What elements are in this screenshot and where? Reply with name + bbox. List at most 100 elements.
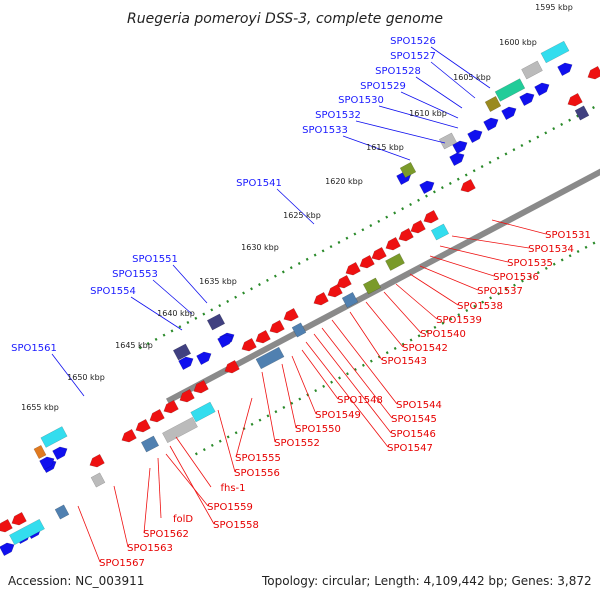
gene-features [0,40,600,557]
reverse-gene-label: SPO1552 [274,438,320,449]
forward-gene [52,446,68,461]
reverse-leader-line [113,485,129,548]
reverse-gene [385,236,401,251]
reverse-gene [345,261,361,276]
reverse-leader-line [365,301,404,348]
reverse-gene-label: SPO1539 [436,315,482,326]
kbp-label: 1620 kbp [325,177,363,186]
reverse-gene-label: SPO1556 [234,468,280,479]
reverse-gene [193,379,209,394]
kbp-label: 1630 kbp [241,243,279,252]
kbp-label: 1595 kbp [535,3,573,12]
forward-leader-line [172,264,208,304]
kbp-label: 1645 kbp [115,341,153,350]
cog-block [540,40,570,64]
reverse-gene-label: SPO1550 [295,424,341,435]
forward-gene [217,334,233,349]
reverse-leader-line [157,457,162,519]
reverse-leader-line [331,319,398,405]
reverse-gene [121,428,137,443]
cog-block [385,253,405,271]
forward-gene-labels: SPO1526 SPO1527 SPO1528 SPO1529 SPO1530 SPO15… [11,36,436,354]
reverse-gene-label: SPO1545 [391,414,437,425]
forward-leader-line [152,279,193,315]
cog-block [521,60,543,80]
map-title: Ruegeria pomeroyi DSS-3, complete genome [127,11,443,27]
reverse-gene-labels: SPO1531 SPO1534 SPO1535 SPO1536 SPO1537 SPO15… [99,230,591,569]
reverse-gene [89,453,105,468]
reverse-leader-line [301,349,339,400]
reverse-leader-line [261,371,276,443]
reverse-gene-label: SPO1538 [457,301,503,312]
reverse-gene-label: SPO1531 [545,230,591,241]
reverse-gene [135,418,151,433]
forward-gene [519,92,535,107]
forward-gene-label: SPO1529 [360,81,406,92]
forward-gene-label: SPO1532 [315,110,361,121]
forward-leader-line [276,188,315,225]
reverse-leader-line [439,245,509,263]
forward-gene [196,351,212,366]
reverse-gene-label: SPO1567 [99,558,145,569]
reverse-gene [224,359,240,374]
reverse-gene [423,209,439,224]
forward-gene [0,542,15,557]
reverse-gene [149,408,165,423]
forward-leader-line [430,61,476,99]
reverse-gene [163,399,179,414]
reverse-gene-label: SPO1542 [402,343,448,354]
cog-block [162,416,198,444]
kbp-tick-labels: 1595 kbp 1600 kbp 1605 kbp 1610 kbp 1615 kbp… [21,3,573,412]
forward-gene [178,356,194,371]
reverse-leader-line [429,255,495,277]
reverse-gene-label: SPO1555 [235,453,281,464]
reverse-gene-label: SPO1548 [337,395,383,406]
reverse-gene [410,219,426,234]
reverse-gene-label: SPO1562 [143,529,189,540]
cog-block [172,343,192,361]
kbp-label: 1635 kbp [199,277,237,286]
cog-block [341,291,359,309]
forward-leader-line [51,353,85,397]
cog-block [90,472,106,488]
forward-leader-line [430,46,491,89]
forward-gene-label: SPO1530 [338,95,384,106]
backbone-line [166,168,600,404]
reverse-gene [0,518,13,533]
reverse-leader-line [165,453,209,507]
forward-leader-line [415,76,463,109]
forward-leader-line [342,135,411,161]
cog-block [190,401,216,423]
reverse-gene-label: SPO1534 [528,244,574,255]
reverse-gene-label: SPO1546 [390,429,436,440]
reverse-leader-line [321,327,393,419]
forward-gene [557,62,573,77]
reverse-gene [283,307,299,322]
forward-gene-label: SPO1533 [302,125,348,136]
cog-block [438,132,458,150]
kbp-label: 1600 kbp [499,38,537,47]
reverse-leader-line [409,273,459,306]
reverse-leader-line [281,363,297,429]
cog-block [33,444,47,460]
reverse-leader-line [77,505,101,563]
forward-gene-label: SPO1528 [375,66,421,77]
kbp-label: 1615 kbp [366,143,404,152]
reverse-gene-label: SPO1563 [127,543,173,554]
forward-gene-label: SPO1561 [11,343,57,354]
reverse-gene [255,329,271,344]
reverse-leader-line [175,436,212,488]
cog-block [291,322,307,338]
forward-gene [534,82,550,97]
reverse-leader-line [491,219,547,235]
forward-leader-line [355,120,446,144]
forward-gene [39,456,55,471]
forward-gene [419,180,435,195]
forward-gene-label: SPO1527 [390,51,436,62]
cog-block [40,426,68,448]
reverse-gene-label: SPO1537 [477,286,523,297]
cog-block [362,277,382,295]
reverse-gene-label: SPO1536 [493,272,539,283]
